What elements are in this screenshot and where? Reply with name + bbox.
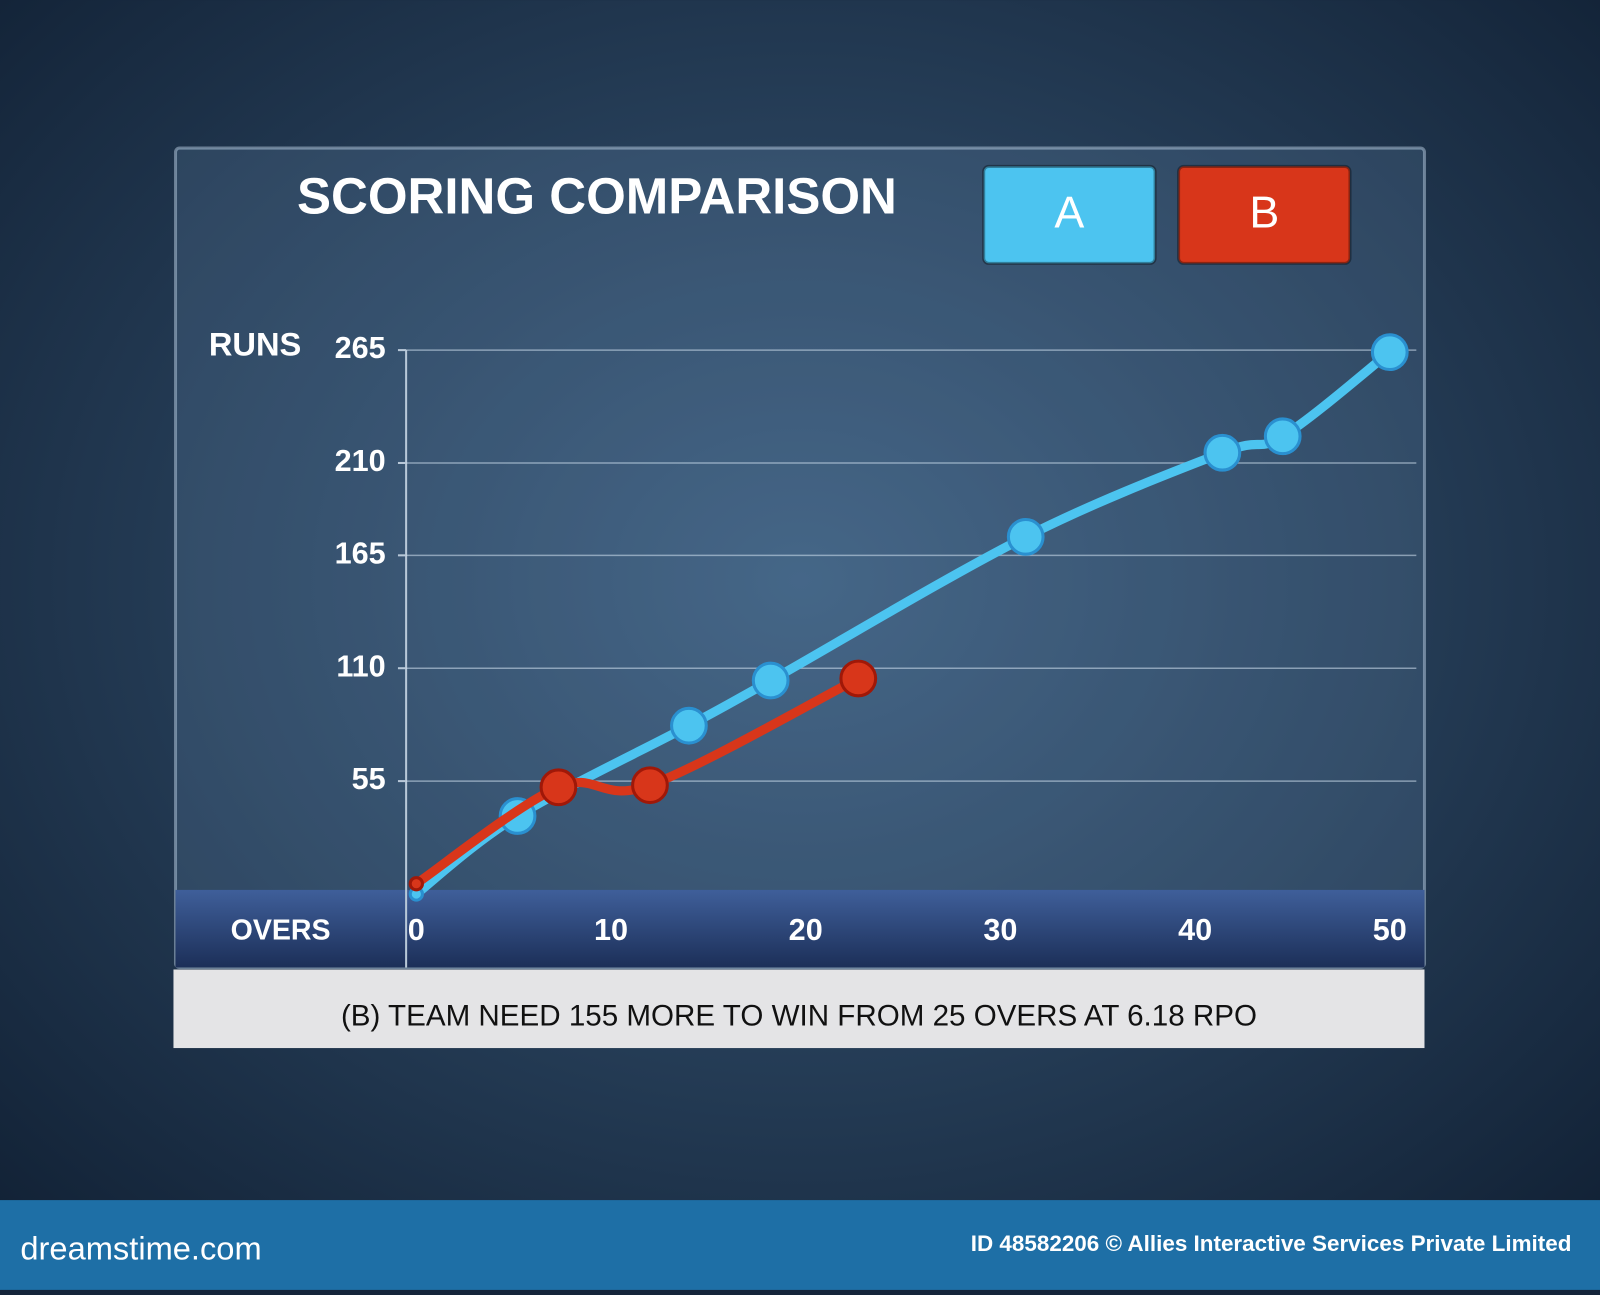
point	[1203, 433, 1242, 472]
y-tick-label: 265	[335, 331, 386, 365]
point	[408, 876, 424, 892]
y-tick-label: 55	[352, 762, 386, 796]
caption-box	[173, 969, 1425, 1049]
point	[670, 706, 708, 745]
x-tick-label: 50	[1373, 913, 1407, 947]
x-tick-label: 20	[789, 913, 823, 947]
point	[839, 659, 878, 698]
x-tick-label: 40	[1178, 913, 1212, 947]
legend-swatch	[982, 164, 1157, 265]
legend-swatch	[1177, 164, 1352, 265]
y-tick-label: 110	[336, 649, 385, 683]
chart-title: SCORING COMPARISON	[297, 168, 897, 225]
x-axis-band	[175, 889, 1425, 968]
y-tick-label: 210	[335, 444, 386, 478]
point	[1006, 517, 1045, 556]
point	[539, 768, 578, 807]
point	[751, 661, 790, 700]
footer-bar	[0, 1200, 1600, 1290]
point	[1370, 333, 1409, 372]
point	[1263, 417, 1302, 456]
point	[631, 766, 669, 805]
x-tick-label: 0	[408, 913, 425, 947]
y-tick-label: 165	[335, 536, 386, 570]
series-line	[411, 673, 863, 889]
x-tick-label: 30	[983, 913, 1017, 947]
legend-label: B	[1249, 186, 1279, 237]
x-tick-label: 10	[594, 913, 628, 947]
caption: (B) TEAM NEED 155 MORE TO WIN FROM 25 OV…	[341, 999, 1257, 1032]
y-axis-label: RUNS	[209, 326, 301, 363]
legend-label: A	[1054, 186, 1084, 237]
footer-credit: ID 48582206 © Allies Interactive Service…	[971, 1231, 1572, 1256]
x-axis-label: OVERS	[231, 914, 331, 946]
footer-site: dreamstime.com	[20, 1230, 261, 1267]
